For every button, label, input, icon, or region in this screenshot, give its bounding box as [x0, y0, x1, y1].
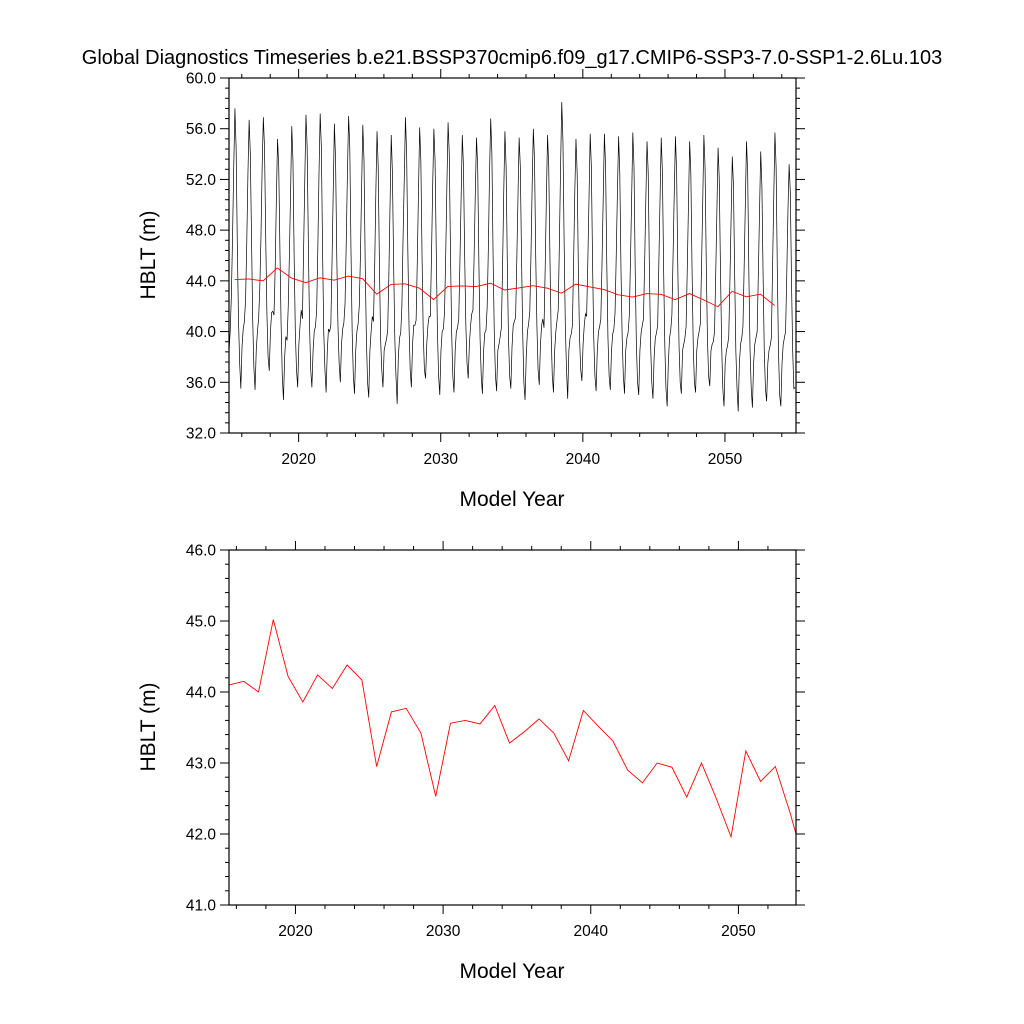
- y-tick-label: 36.0: [186, 375, 217, 392]
- top-panel-x-axis-label: Model Year: [459, 488, 564, 511]
- x-tick-label: 2030: [426, 923, 461, 940]
- top-panel-ticks: [220, 69, 805, 442]
- y-tick-label: 52.0: [186, 172, 217, 189]
- y-tick-label: 46.0: [186, 543, 217, 560]
- top-panel-x-tick-labels: 2020 2030 2040 2050: [281, 451, 742, 468]
- x-tick-label: 2020: [281, 451, 316, 468]
- bottom-panel-frame: [228, 549, 797, 906]
- top-panel-y-tick-labels: 32.0 36.0 40.0 44.0 48.0 52.0 56.0 60.0: [186, 71, 217, 443]
- chart-title: Global Diagnostics Timeseries b.e21.BSSP…: [82, 47, 942, 69]
- top-panel-frame: [228, 77, 797, 434]
- annual-mean-line: [228, 619, 797, 839]
- bottom-panel-y-axis-label: HBLT (m): [137, 682, 160, 771]
- bottom-panel-x-axis-label: Model Year: [459, 960, 564, 983]
- bottom-panel-y-tick-labels: 41.0 42.0 43.0 44.0 45.0 46.0: [186, 543, 217, 915]
- x-tick-label: 2040: [566, 451, 601, 468]
- x-tick-label: 2040: [574, 923, 609, 940]
- bottom-panel-ticks: [220, 541, 805, 914]
- y-tick-label: 48.0: [186, 223, 217, 240]
- bottom-panel-x-tick-labels: 2020 2030 2040 2050: [278, 923, 756, 940]
- y-tick-label: 44.0: [186, 273, 217, 290]
- y-tick-label: 32.0: [186, 426, 217, 443]
- bottom-panel: 41.0 42.0 43.0 44.0 45.0 46.0 2020 2030 2040 205…: [137, 541, 805, 983]
- x-tick-label: 2050: [708, 451, 743, 468]
- top-panel: 32.0 36.0 40.0 44.0 48.0 52.0 56.0 60.0 2020 203…: [137, 69, 805, 511]
- annual-mean-line: [234, 267, 775, 308]
- monthly-series-line: [228, 102, 796, 412]
- y-tick-label: 56.0: [186, 121, 217, 138]
- y-tick-label: 45.0: [186, 614, 217, 631]
- x-tick-label: 2020: [278, 923, 313, 940]
- y-tick-label: 60.0: [186, 71, 217, 88]
- top-panel-y-axis-label: HBLT (m): [137, 210, 160, 299]
- y-tick-label: 44.0: [186, 685, 217, 702]
- x-tick-label: 2030: [423, 451, 458, 468]
- y-tick-label: 43.0: [186, 756, 217, 773]
- x-tick-label: 2050: [721, 923, 756, 940]
- y-tick-label: 40.0: [186, 324, 217, 341]
- y-tick-label: 41.0: [186, 898, 217, 915]
- y-tick-label: 42.0: [186, 827, 217, 844]
